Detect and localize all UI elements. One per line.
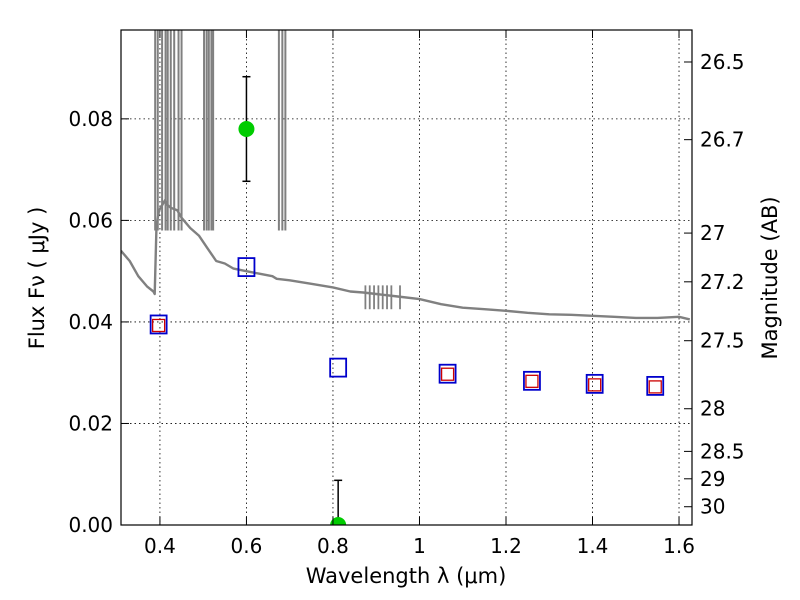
y2-tick-label: 27.2 [700,270,745,294]
x-tick-label: 0.8 [317,534,349,558]
y2-axis-title: Magnitude (AB) [758,196,782,359]
model-band-marker-alt [151,318,166,333]
axes: 0.4 0.6 0.8 1 1.2 1.4 1.6 0.00 0.02 0.04 0.06 0.08 2… [68,30,745,558]
y-tick-label: 0.04 [68,310,113,334]
model-band-marker [329,357,348,378]
x-tick-label: 0.6 [231,534,263,558]
x-tick-label: 1 [413,534,426,558]
x-tick-label: 1.2 [490,534,522,558]
y-tick-label: 0.02 [68,411,113,435]
y-tick-label: 0.08 [68,107,113,131]
model-band-marker-alt [525,374,539,388]
y2-tick-label: 29 [700,467,725,491]
y2-tick-label: 26.7 [700,128,745,152]
x-tick-label: 1.4 [577,534,609,558]
model-band-marker [149,314,168,335]
model-band-marker [237,257,256,277]
model-band-marker-alt [440,367,455,381]
y2-tick-label: 27.5 [700,329,745,353]
model-band-marker [523,370,541,391]
y2-tick-label: 28.5 [700,439,745,463]
x-axis-title: Wavelength λ (μm) [306,564,507,588]
y2-tick-label: 26.5 [700,50,745,74]
y2-tick-label: 30 [700,495,725,519]
observed-flux-point [330,517,347,525]
x-tick-label: 1.6 [663,534,695,558]
model-band-marker-alt [588,378,602,392]
y2-tick-label: 28 [700,397,725,421]
x-tick-label: 0.4 [144,534,176,558]
model-band-marker [646,375,665,396]
grid-lines [121,30,692,526]
y2-tick-label: 27 [700,221,725,245]
y-tick-label: 0.00 [68,513,113,537]
model-band-marker-alt [648,380,662,394]
y-axis-title: Flux Fν ( μJy ) [25,207,49,350]
model-band-marker [585,373,604,394]
plot-frame [120,29,693,526]
model-band-marker [438,363,457,384]
y-tick-label: 0.06 [68,208,113,232]
observed-flux-point [238,121,255,137]
model-spectrum-line [121,198,691,321]
plot-area [121,30,691,525]
